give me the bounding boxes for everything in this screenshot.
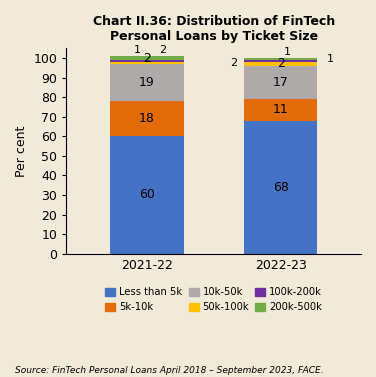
Bar	[110, 136, 183, 254]
Text: 1: 1	[134, 44, 141, 55]
Text: 68: 68	[273, 181, 289, 194]
Bar	[244, 60, 317, 62]
Bar	[110, 64, 183, 101]
Text: 17: 17	[273, 76, 289, 89]
Text: 18: 18	[139, 112, 155, 125]
Bar	[110, 60, 183, 62]
Text: 2: 2	[277, 57, 285, 70]
Bar	[244, 121, 317, 254]
Bar	[110, 62, 183, 64]
Text: 11: 11	[273, 103, 288, 116]
Bar	[244, 99, 317, 121]
Text: 19: 19	[139, 76, 155, 89]
Bar	[244, 66, 317, 99]
Text: Source: FinTech Personal Loans April 2018 – September 2023, FACE.: Source: FinTech Personal Loans April 201…	[15, 366, 324, 375]
Text: 60: 60	[139, 188, 155, 201]
Bar	[110, 101, 183, 136]
Y-axis label: Per cent: Per cent	[15, 125, 28, 177]
Bar	[110, 56, 183, 60]
Text: 2: 2	[159, 44, 167, 55]
Text: 1: 1	[284, 46, 291, 57]
Text: 2: 2	[230, 58, 237, 68]
Bar	[244, 62, 317, 66]
Legend: Less than 5k, 5k-10k, 10k-50k, 50k-100k, 100k-200k, 200k-500k: Less than 5k, 5k-10k, 10k-50k, 50k-100k,…	[105, 287, 322, 313]
Bar	[244, 58, 317, 60]
Text: 2: 2	[143, 52, 151, 64]
Text: 1: 1	[327, 54, 334, 64]
Title: Chart II.36: Distribution of FinTech
Personal Loans by Ticket Size: Chart II.36: Distribution of FinTech Per…	[92, 15, 335, 43]
